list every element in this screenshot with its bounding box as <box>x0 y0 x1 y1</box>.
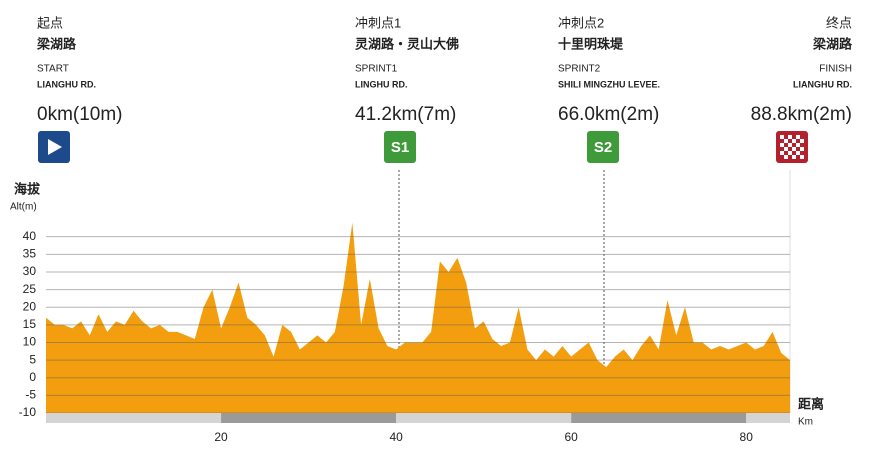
y-tick-label: 40 <box>23 229 37 243</box>
checker <box>792 147 796 151</box>
waypoint-road-cn: 灵湖路・灵山大佛 <box>355 36 459 51</box>
checker <box>788 151 792 155</box>
y-tick-label: 5 <box>29 352 36 366</box>
waypoint-distance: 41.2km(7m) <box>355 104 456 125</box>
play-icon <box>48 139 62 155</box>
checker <box>800 155 804 159</box>
waypoint-road-en: SHILI MINGZHU LEVEE. <box>558 79 660 89</box>
waypoint-distance: 66.0km(2m) <box>558 104 659 125</box>
y-tick-label: 0 <box>29 370 36 384</box>
waypoint-road-cn: 梁湖路 <box>812 36 853 51</box>
waypoint-road-en: LIANGHU RD. <box>37 79 96 89</box>
checker <box>784 147 788 151</box>
x-axis-segment <box>571 413 747 423</box>
y-label-en: Alt(m) <box>10 202 37 213</box>
x-tick-label: 80 <box>740 430 754 444</box>
checker <box>792 139 796 143</box>
x-tick-label: 20 <box>214 430 228 444</box>
y-tick-label: 15 <box>23 317 37 331</box>
x-tick-label: 60 <box>564 430 578 444</box>
waypoint-name-cn: 冲刺点2 <box>558 15 604 30</box>
waypoint-name-en: FINISH <box>819 64 852 75</box>
y-tick-label: 25 <box>23 282 37 296</box>
waypoint-distance: 0km(10m) <box>37 104 123 125</box>
y-tick-label: -10 <box>19 405 37 419</box>
elevation-area <box>46 222 790 413</box>
waypoint-road-en: LIANGHU RD. <box>793 79 852 89</box>
x-label-cn: 距离 <box>798 396 824 411</box>
waypoint-road-cn: 十里明珠堤 <box>558 36 624 51</box>
x-axis-segment <box>746 413 790 423</box>
x-axis-segment <box>396 413 572 423</box>
waypoint-distance: 88.8km(2m) <box>751 104 852 125</box>
y-tick-label: 30 <box>23 264 37 278</box>
checker <box>784 155 788 159</box>
y-tick-label: 10 <box>23 335 37 349</box>
checker <box>800 139 804 143</box>
checker <box>784 139 788 143</box>
x-axis-segment <box>46 413 222 423</box>
waypoint-icon <box>384 131 416 163</box>
checker <box>780 135 784 139</box>
x-label-en: Km <box>798 417 813 428</box>
waypoint-name-cn: 冲刺点1 <box>355 15 401 30</box>
checker <box>788 143 792 147</box>
waypoint-name-en: START <box>37 64 69 75</box>
checker <box>780 143 784 147</box>
checker <box>792 155 796 159</box>
checker <box>780 151 784 155</box>
checker <box>796 151 800 155</box>
waypoint-badge: S2 <box>594 139 612 156</box>
x-axis-segment <box>221 413 397 423</box>
waypoint-road-cn: 梁湖路 <box>36 36 77 51</box>
y-label-cn: 海拔 <box>14 181 41 196</box>
checker <box>796 135 800 139</box>
plot: -10 -5 0 5 10 15 20 25 30 35 40 20 40 60 80 <box>19 222 790 444</box>
y-tick-label: 35 <box>23 246 37 260</box>
waypoint-name-cn: 终点 <box>826 15 852 30</box>
waypoint-name-cn: 起点 <box>37 15 63 30</box>
waypoint-name-en: SPRINT2 <box>558 64 601 75</box>
checker <box>788 135 792 139</box>
waypoint-name-en: SPRINT1 <box>355 64 398 75</box>
waypoint-road-en: LINGHU RD. <box>355 79 408 89</box>
x-tick-label: 40 <box>389 430 403 444</box>
waypoint-icon <box>587 131 619 163</box>
y-tick-label: 20 <box>23 299 37 313</box>
y-tick-label: -5 <box>25 388 36 402</box>
waypoint-badge: S1 <box>391 139 409 156</box>
checker <box>800 147 804 151</box>
checker <box>796 143 800 147</box>
